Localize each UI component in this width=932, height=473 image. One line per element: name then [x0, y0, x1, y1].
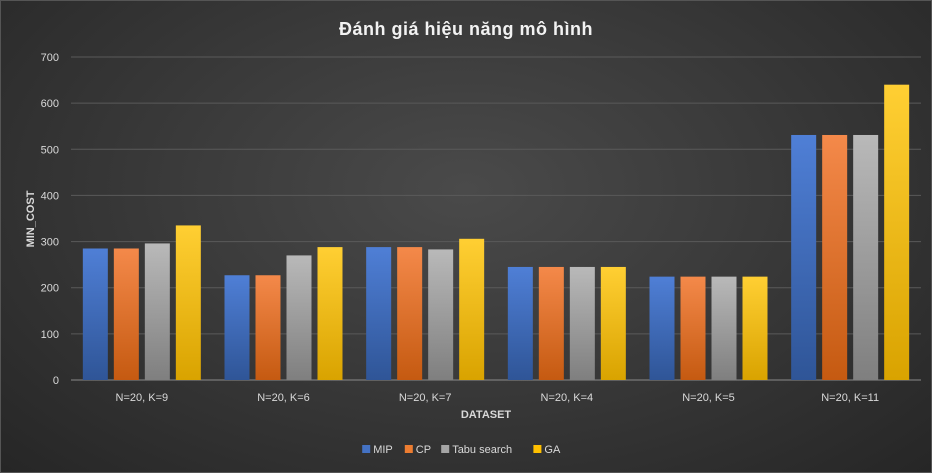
- legend-swatch-cp: [404, 445, 413, 453]
- y-axis-ticks: 0 100 200 300 400 500 600 700: [41, 52, 59, 387]
- y-tick-label: 0: [53, 375, 59, 387]
- bar-cp-4: [680, 276, 706, 380]
- bar-tabu-search-1: [286, 255, 312, 380]
- y-tick-label: 700: [41, 52, 59, 64]
- x-tick-label: N=20, K=5: [682, 392, 735, 404]
- bar-tabu-search-3: [569, 266, 595, 380]
- bar-ga-3: [600, 266, 626, 380]
- bar-tabu-search-5: [853, 134, 879, 380]
- bar-ga-5: [884, 84, 910, 380]
- legend-swatch-tabu-search: [441, 445, 450, 453]
- x-tick-label: N=20, K=6: [257, 392, 310, 404]
- bar-cp-2: [397, 247, 423, 380]
- y-tick-label: 400: [41, 190, 59, 202]
- legend: MIP CP Tabu search GA: [362, 444, 561, 456]
- legend-label: GA: [544, 444, 561, 456]
- bar-mip-2: [366, 247, 392, 380]
- x-axis-title: DATASET: [461, 409, 512, 421]
- bar-tabu-search-2: [428, 249, 454, 380]
- bar-mip-0: [82, 248, 108, 380]
- bar-cp-0: [113, 248, 139, 380]
- legend-swatch-ga: [533, 445, 542, 453]
- x-tick-label: N=20, K=9: [116, 392, 169, 404]
- y-tick-label: 200: [41, 283, 59, 295]
- bar-tabu-search-4: [711, 276, 737, 380]
- y-tick-label: 100: [41, 329, 59, 341]
- bar-cp-1: [255, 275, 281, 380]
- bar-cp-5: [822, 134, 848, 380]
- bar-tabu-search-0: [144, 243, 170, 380]
- legend-label: Tabu search: [452, 444, 512, 456]
- bar-mip-1: [224, 275, 250, 380]
- bar-cp-3: [538, 266, 564, 380]
- gridlines: [71, 56, 921, 381]
- x-tick-label: N=20, K=11: [821, 392, 879, 404]
- bar-ga-2: [459, 238, 485, 380]
- x-axis-ticks: N=20, K=9 N=20, K=6 N=20, K=7 N=20, K=4 N=20…: [116, 392, 880, 404]
- y-tick-label: 500: [41, 144, 59, 156]
- x-tick-label: N=20, K=7: [399, 392, 452, 404]
- legend-swatch-mip: [362, 445, 371, 453]
- y-tick-label: 600: [41, 98, 59, 110]
- bar-mip-4: [649, 276, 675, 380]
- bar-mip-5: [791, 134, 817, 380]
- bars: [82, 84, 910, 380]
- bar-mip-3: [507, 266, 533, 380]
- y-axis-title: MIN_COST: [25, 190, 37, 247]
- legend-label: MIP: [373, 444, 393, 456]
- legend-label: CP: [416, 444, 431, 456]
- bar-ga-1: [317, 247, 343, 380]
- x-tick-label: N=20, K=4: [541, 392, 594, 404]
- chart-title: Đánh giá hiệu năng mô hình: [339, 19, 593, 39]
- y-tick-label: 300: [41, 237, 59, 249]
- bar-ga-0: [175, 225, 201, 380]
- bar-ga-4: [742, 276, 768, 380]
